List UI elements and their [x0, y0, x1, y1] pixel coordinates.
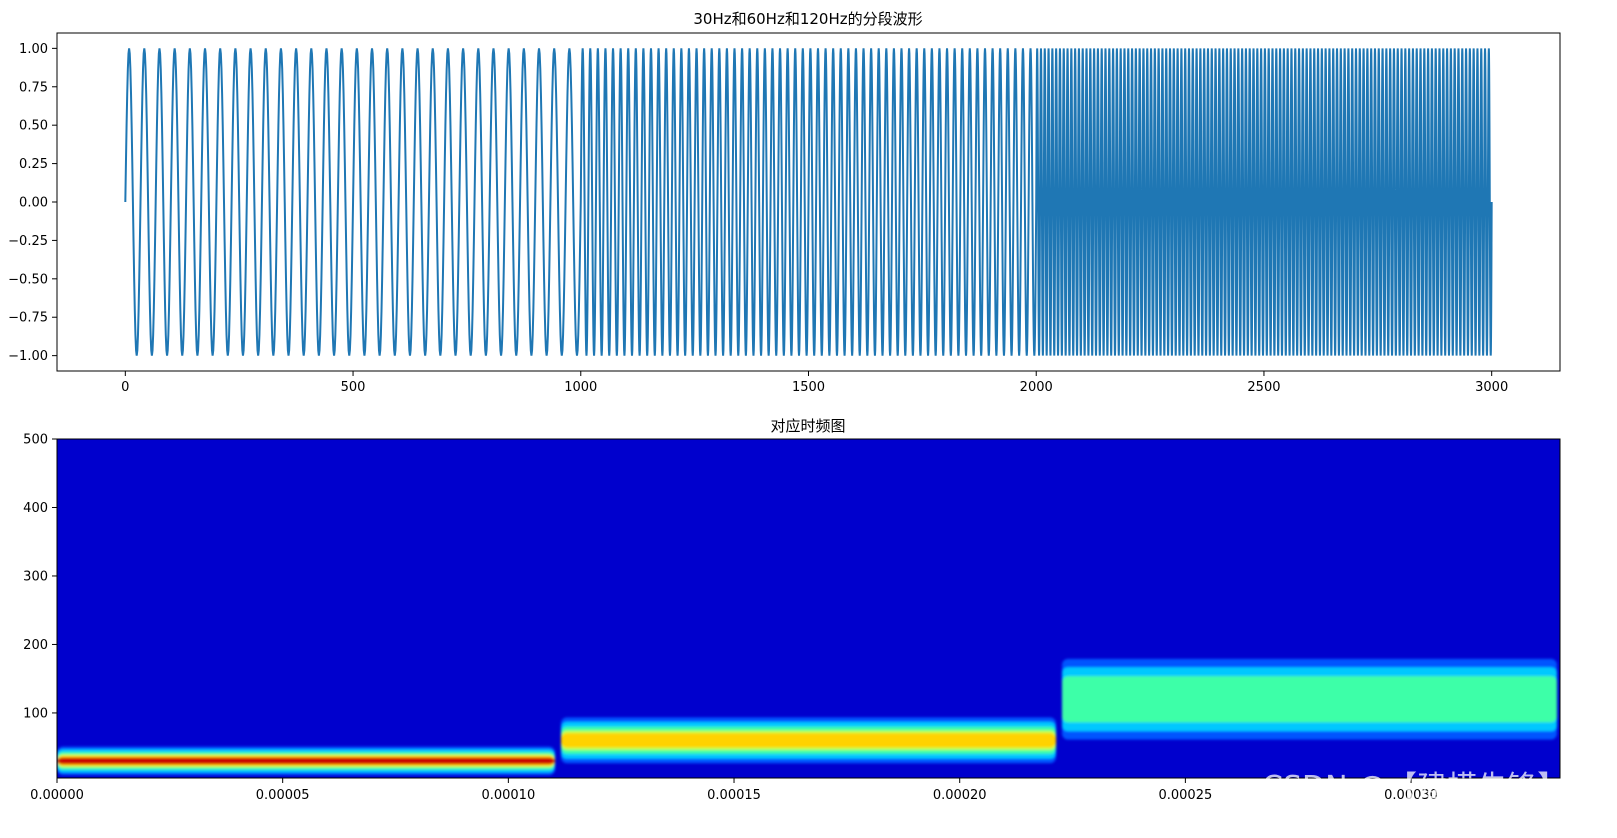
spectrogram-x-axis: 0.00000 0.00005 0.00010 0.00015 0.00020 0.000… [30, 778, 1438, 803]
spectrogram-y-axis: 100 200 300 400 500 [23, 433, 57, 721]
spectrogram-band-layer [561, 733, 1056, 748]
spectrogram-y-tick-label: 500 [23, 433, 48, 448]
spectrogram-x-tick-label: 0.00015 [707, 788, 761, 803]
waveform-y-axis: 1.00 0.75 0.50 0.25 0.00 −0.25 −0.50 −0.75 −1.00 [8, 42, 57, 364]
spectrogram-x-tick-label: 0.00000 [30, 788, 84, 803]
spectrogram-bands [57, 658, 1557, 776]
watermark: CSDN @【建模先锋】 [1262, 770, 1567, 805]
spectrogram-x-tick-label: 0.00025 [1158, 788, 1212, 803]
waveform-y-tick-label: 0.25 [19, 157, 48, 172]
spectrogram-chart: 对应时频图 0.00000 0.00005 0.00010 0.00015 0.0002… [23, 417, 1561, 803]
waveform-y-tick-label: 0.75 [19, 80, 48, 95]
spectrogram-y-tick-label: 100 [23, 706, 48, 721]
spectrogram-y-tick-label: 200 [23, 638, 48, 653]
waveform-y-tick-label: 1.00 [19, 42, 48, 57]
waveform-y-tick-label: 0.50 [19, 119, 48, 134]
waveform-y-tick-label: −0.25 [8, 234, 48, 249]
waveform-x-tick-label: 1500 [792, 380, 825, 395]
waveform-y-tick-label: 0.00 [19, 196, 48, 211]
waveform-x-tick-label: 500 [341, 380, 366, 395]
spectrogram-axes-frame [56, 438, 1561, 779]
waveform-x-tick-label: 0 [121, 380, 129, 395]
waveform-y-tick-label: −1.00 [8, 349, 48, 364]
waveform-x-tick-label: 1000 [564, 380, 597, 395]
spectrogram-x-tick-label: 0.00020 [933, 788, 987, 803]
waveform-line [124, 48, 1493, 356]
spectrogram-title: 对应时频图 [770, 417, 845, 435]
waveform-chart: 30Hz和60Hz和120Hz的分段波形 0 500 1000 1500 2000 250… [8, 10, 1561, 395]
spectrogram-x-tick-label: 0.00005 [256, 788, 310, 803]
waveform-x-tick-label: 3000 [1475, 380, 1508, 395]
waveform-y-tick-label: −0.50 [8, 272, 48, 287]
spectrogram-x-tick-label: 0.00030 [1384, 788, 1438, 803]
waveform-title: 30Hz和60Hz和120Hz的分段波形 [693, 10, 922, 28]
waveform-x-tick-label: 2500 [1247, 380, 1280, 395]
spectrogram-y-tick-label: 300 [23, 569, 48, 584]
waveform-y-tick-label: −0.75 [8, 311, 48, 326]
waveform-x-tick-label: 2000 [1020, 380, 1053, 395]
spectrogram-band-layer [1062, 676, 1557, 723]
waveform-x-axis: 0 500 1000 1500 2000 2500 3000 [121, 371, 1508, 395]
spectrogram-band-layer [57, 757, 555, 764]
spectrogram-y-tick-label: 400 [23, 501, 48, 516]
spectrogram-x-tick-label: 0.00010 [481, 788, 535, 803]
